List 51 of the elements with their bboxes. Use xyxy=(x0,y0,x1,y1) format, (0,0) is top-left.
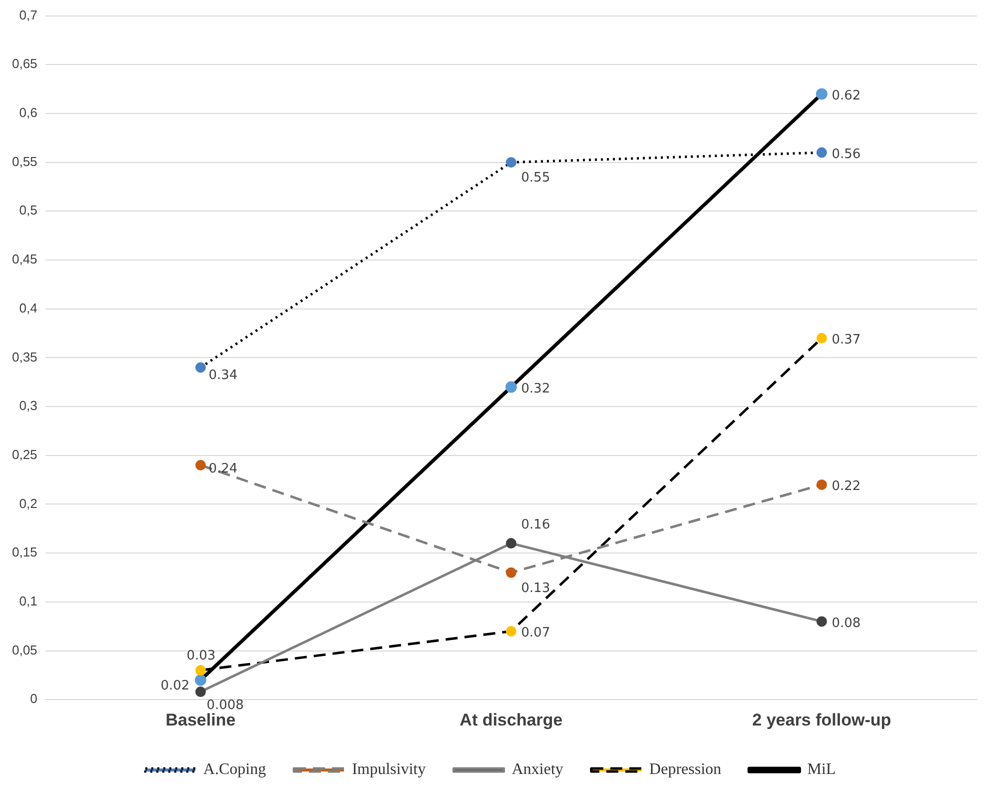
data-label: 0.55 xyxy=(521,170,550,186)
legend-label: Impulsivity xyxy=(352,761,426,778)
y-tick-label: 0,15 xyxy=(12,544,38,560)
point xyxy=(506,157,516,168)
y-tick-label: 0,25 xyxy=(12,446,38,462)
y-tick-label: 0,55 xyxy=(12,154,38,169)
data-label: 0.08 xyxy=(832,616,861,631)
point xyxy=(195,665,206,676)
data-label: 0.24 xyxy=(208,462,238,477)
y-tick-label: 0,5 xyxy=(19,202,38,218)
data-label: 0.37 xyxy=(832,332,861,348)
y-tick-label: 0,05 xyxy=(12,642,38,658)
y-tick-label: 0,3 xyxy=(19,398,38,414)
y-tick-label: 0,35 xyxy=(12,349,38,364)
point xyxy=(506,538,516,549)
y-tick-label: 0,65 xyxy=(12,56,38,72)
data-label: 0.13 xyxy=(521,580,550,596)
point xyxy=(506,567,516,578)
data-label: 0.03 xyxy=(186,648,216,664)
point xyxy=(816,88,828,100)
legend-label: Anxiety xyxy=(512,761,564,778)
y-tick-label: 0,7 xyxy=(19,7,38,22)
point xyxy=(816,479,827,490)
legend-label: A.Coping xyxy=(203,761,266,778)
point xyxy=(506,626,516,636)
point xyxy=(195,362,206,373)
point xyxy=(194,674,206,686)
point xyxy=(505,381,517,393)
data-label: 0.62 xyxy=(832,88,861,104)
point xyxy=(816,332,827,344)
point xyxy=(195,460,206,470)
y-tick-label: 0,2 xyxy=(19,496,38,511)
legend-label: Depression xyxy=(649,761,722,778)
y-tick-label: 0,45 xyxy=(12,252,38,267)
point xyxy=(816,616,827,627)
x-tick-label: 2 years follow-up xyxy=(752,710,892,730)
data-label: 0.16 xyxy=(521,518,550,533)
data-label: 0.56 xyxy=(832,146,861,162)
legend-label: MiL xyxy=(807,761,836,778)
y-tick-label: 0 xyxy=(30,691,38,706)
x-tick-label: At discharge xyxy=(460,710,563,730)
point xyxy=(816,147,827,158)
point xyxy=(195,686,206,698)
y-tick-label: 0,4 xyxy=(19,300,38,316)
y-tick-label: 0,1 xyxy=(19,593,38,608)
data-label: 0.07 xyxy=(521,626,550,641)
data-label: 0.32 xyxy=(521,381,550,396)
y-tick-label: 0,6 xyxy=(19,105,38,120)
data-label: 0.22 xyxy=(832,479,861,494)
data-label: 0.02 xyxy=(160,678,190,694)
data-label: 0.34 xyxy=(208,368,238,383)
